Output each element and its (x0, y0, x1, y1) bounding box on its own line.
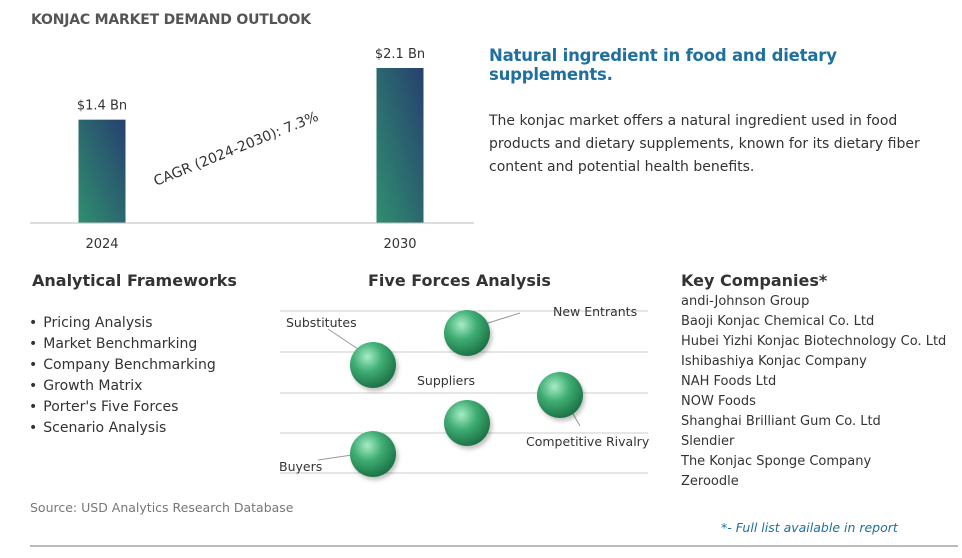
buyers-ball (350, 431, 396, 477)
bar-2030 (376, 68, 424, 223)
list-item: Market Benchmarking (29, 334, 216, 355)
suppliers-ball (444, 400, 490, 446)
list-item: Company Benchmarking (29, 355, 215, 376)
x-tick-label-2030: 2030 (383, 237, 416, 252)
market-description: The konjac market offers a natural ingre… (489, 113, 920, 175)
x-tick-label-2024: 2024 (85, 237, 118, 252)
list-item: Baoji Konjac Chemical Co. Ltd (681, 314, 875, 329)
companies-title: Key Companies* (681, 271, 828, 290)
cagr-annotation: CAGR (2024-2030): 7.3% (152, 109, 321, 190)
list-item: Slendier (681, 434, 735, 449)
competitive-rivalry-ball (537, 372, 583, 418)
new-entrants-ball (444, 310, 490, 356)
headline: Natural ingredient in food and dietary s… (489, 46, 837, 84)
five-forces-title: Five Forces Analysis (368, 271, 551, 290)
companies-list: andi-Johnson Group Baoji Konjac Chemical… (681, 292, 946, 492)
list-item: Shanghai Brilliant Gum Co. Ltd (681, 414, 881, 429)
full-list-footnote[interactable]: *- Full list available in report (721, 520, 898, 535)
source-note: Source: USD Analytics Research Database (30, 500, 294, 515)
list-item: Porter's Five Forces (29, 397, 216, 418)
list-item: The Konjac Sponge Company (681, 454, 872, 469)
list-item: andi-Johnson Group (681, 294, 810, 309)
substitutes-label: Substitutes (286, 315, 357, 330)
list-item: Growth Matrix (29, 376, 216, 397)
buyers-label: Buyers (279, 459, 323, 474)
page-title: KONJAC MARKET DEMAND OUTLOOK (31, 12, 311, 28)
list-item: Ishibashiya Konjac Company (681, 354, 867, 369)
new-entrants-label: New Entrants (553, 304, 638, 319)
suppliers-label: Suppliers (417, 373, 476, 388)
list-item: Zeroodle (681, 474, 739, 489)
substitutes-ball (350, 342, 396, 388)
list-item: Scenario Analysis (29, 418, 216, 439)
bar-2024 (78, 119, 126, 223)
competitive-rivalry-label: Competitive Rivalry (526, 434, 650, 449)
list-item: NAH Foods Ltd (681, 374, 777, 389)
data-label-2024: $1.4 Bn (77, 99, 127, 114)
list-item: NOW Foods (681, 394, 756, 409)
list-item: Pricing Analysis (29, 313, 216, 334)
list-item: Hubei Yizhi Konjac Biotechnology Co. Ltd (681, 334, 947, 349)
bottom-divider (30, 545, 958, 547)
frameworks-list: Pricing Analysis Market Benchmarking Com… (29, 313, 216, 439)
market-bar-chart: $1.4 Bn 2024 $2.1 Bn 2030 CAGR (2024-2030):… (30, 47, 474, 252)
frameworks-title: Analytical Frameworks (32, 271, 237, 290)
data-label-2030: $2.1 Bn (375, 47, 425, 62)
